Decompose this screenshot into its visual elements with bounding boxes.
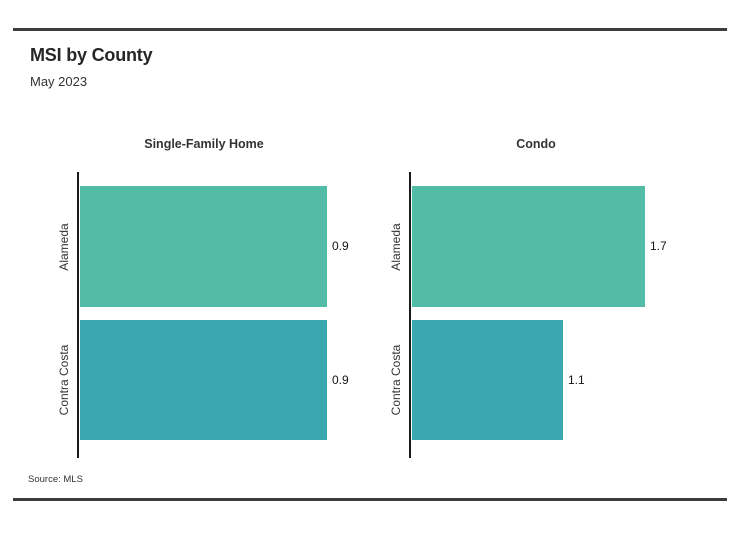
bar-alameda <box>80 186 327 307</box>
bar-alameda <box>412 186 645 307</box>
bottom-rule <box>13 498 727 501</box>
chart-title: MSI by County <box>30 45 153 65</box>
category-label-contra-costa: Contra Costa <box>57 344 71 416</box>
y-axis-line <box>409 172 411 458</box>
panel-title-single-family: Single-Family Home <box>144 137 264 151</box>
category-label-alameda: Alameda <box>57 222 71 271</box>
top-rule <box>13 28 727 31</box>
chart-subtitle: May 2023 <box>30 74 88 89</box>
category-label-alameda: Alameda <box>389 222 403 271</box>
bar-contra-costa <box>412 320 563 440</box>
value-label-contra-costa: 0.9 <box>332 373 349 387</box>
source-note: Source: MLS <box>28 474 83 485</box>
category-label-contra-costa: Contra Costa <box>389 344 403 416</box>
value-label-alameda: 0.9 <box>332 239 349 253</box>
value-label-alameda: 1.7 <box>650 239 667 253</box>
y-axis-line <box>77 172 79 458</box>
bar-contra-costa <box>80 320 327 440</box>
value-label-contra-costa: 1.1 <box>568 373 585 387</box>
panel-title-condo: Condo <box>516 137 556 151</box>
